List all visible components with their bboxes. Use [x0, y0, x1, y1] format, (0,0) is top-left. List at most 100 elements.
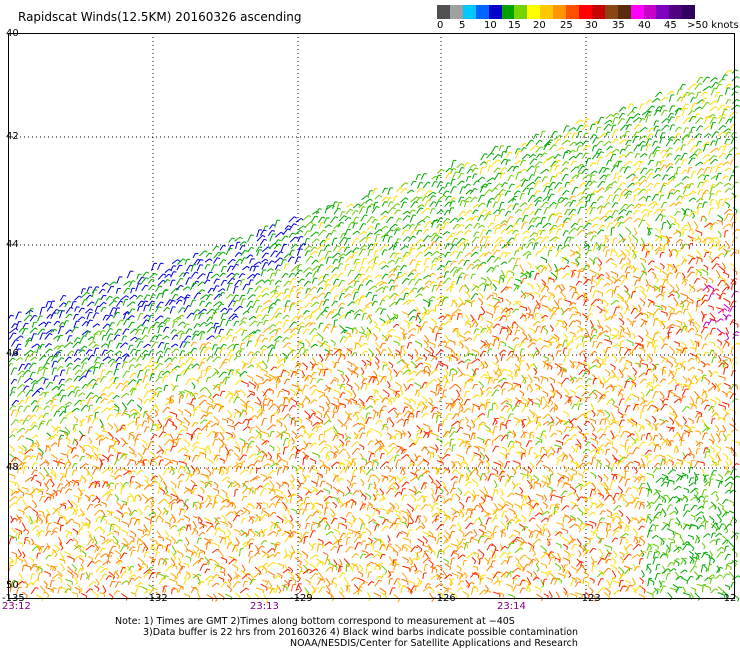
wind-barb: [724, 87, 728, 95]
wind-barb: [716, 83, 720, 90]
wind-barb: [653, 120, 657, 126]
wind-barb-tick: [727, 131, 732, 134]
wind-barb: [625, 116, 631, 124]
wind-barb-tick: [654, 140, 658, 143]
wind-barb: [553, 134, 561, 141]
wind-barb: [674, 116, 678, 123]
colorbar-label: 0: [437, 20, 444, 31]
wind-barb: [702, 98, 705, 104]
wind-barb: [605, 131, 609, 137]
wind-barb: [696, 92, 699, 98]
wind-barb-tick: [735, 272, 738, 276]
colorbar-swatch: [669, 5, 683, 19]
wind-barb-tick: [714, 100, 718, 104]
wind-barb: [676, 96, 681, 102]
wind-barb-tick: [567, 149, 572, 153]
colorbar-swatch: [643, 5, 657, 19]
wind-barb: [648, 127, 653, 133]
wind-barb-tick: [598, 148, 602, 151]
wind-barb-tick: [700, 117, 704, 120]
wind-barb: [582, 125, 587, 130]
wind-barb-tick: [677, 133, 681, 135]
wind-barb: [679, 83, 684, 90]
colorbar-labels: 0 5 10 15 20 25 30 35 40 45 >50 knots: [430, 20, 740, 34]
wind-barb: [661, 118, 667, 124]
wind-barb: [724, 131, 729, 139]
colorbar-label: 20: [533, 20, 546, 31]
wind-barb-tick: [692, 115, 696, 118]
wind-barb-tick: [635, 135, 639, 138]
wind-barb-tick: [586, 118, 590, 120]
wind-barb-tick: [593, 134, 597, 137]
wind-barb: [729, 116, 734, 123]
wind-barb-tick: [637, 144, 641, 147]
wind-barb-tick: [708, 85, 712, 89]
wind-barb-tick: [715, 81, 719, 84]
wind-barb: [535, 139, 540, 145]
colorbar-swatch: [449, 5, 463, 19]
colorbar-label: 40: [638, 20, 651, 31]
wind-barb: [575, 141, 581, 146]
wind-barb-tick: [558, 138, 562, 141]
wind-barb-tick: [650, 133, 654, 136]
wind-barb-tick: [580, 141, 584, 145]
wind-barb: [653, 110, 658, 116]
wind-barb: [563, 132, 569, 139]
map-title: Rapidscat Winds(12.5KM) 20160326 ascendi…: [18, 10, 302, 24]
wind-barb: [659, 137, 663, 144]
wind-barb-tick: [672, 105, 676, 107]
wind-barb: [533, 133, 537, 140]
wind-barb: [660, 110, 665, 116]
wind-barb: [687, 132, 691, 138]
wind-barb-tick: [736, 330, 740, 334]
wind-barb: [711, 82, 716, 88]
wind-barb-tick: [707, 116, 711, 119]
wind-barb: [645, 138, 650, 147]
colorbar-swatch: [656, 5, 670, 19]
wind-barb: [725, 118, 730, 125]
wind-barb-tick: [696, 113, 700, 115]
wind-barb-tick: [628, 123, 633, 126]
wind-barb: [603, 123, 609, 131]
wind-barb: [652, 141, 656, 147]
wind-barb: [651, 98, 658, 103]
wind-barb-tick: [610, 113, 614, 117]
wind-barb: [644, 111, 650, 118]
wind-barb: [661, 124, 668, 131]
wind-barb: [690, 97, 694, 103]
wind-barb: [655, 106, 660, 112]
wind-barb: [620, 134, 625, 140]
wind-barb: [703, 116, 708, 124]
colorbar-swatch: [475, 5, 489, 19]
colorbar-label: 45: [664, 20, 677, 31]
wind-barb: [617, 118, 623, 125]
wind-barb-tick: [573, 127, 577, 130]
wind-barb-tick: [691, 110, 696, 113]
colorbar-swatch: [604, 5, 618, 19]
wind-barb: [668, 94, 672, 102]
wind-barb-tick: [644, 126, 648, 130]
wind-barb-tick: [735, 181, 739, 184]
wind-barb: [619, 124, 626, 131]
wind-barb: [540, 131, 544, 137]
wind-barb: [632, 135, 637, 144]
colorbar-swatch: [617, 5, 631, 19]
wind-barb: [529, 145, 537, 151]
wind-barb: [543, 141, 550, 148]
wind-barb: [710, 88, 715, 96]
wind-barb-tick: [727, 105, 731, 109]
wind-barb: [717, 131, 724, 137]
wind-barb: [687, 92, 693, 97]
wind-barb: [581, 140, 587, 146]
wind-barb: [612, 112, 617, 118]
wind-barb: [701, 102, 708, 110]
wind-barb-tick: [736, 104, 740, 108]
wind-barb: [611, 148, 618, 154]
wind-barb: [722, 105, 729, 111]
colorbar-label: 30: [585, 20, 598, 31]
wind-barb: [638, 135, 646, 141]
wind-barb-tick: [547, 143, 551, 146]
wind-barb-tick: [609, 146, 613, 149]
wind-barb-tick: [734, 91, 739, 94]
wind-barb-tick: [712, 113, 716, 117]
